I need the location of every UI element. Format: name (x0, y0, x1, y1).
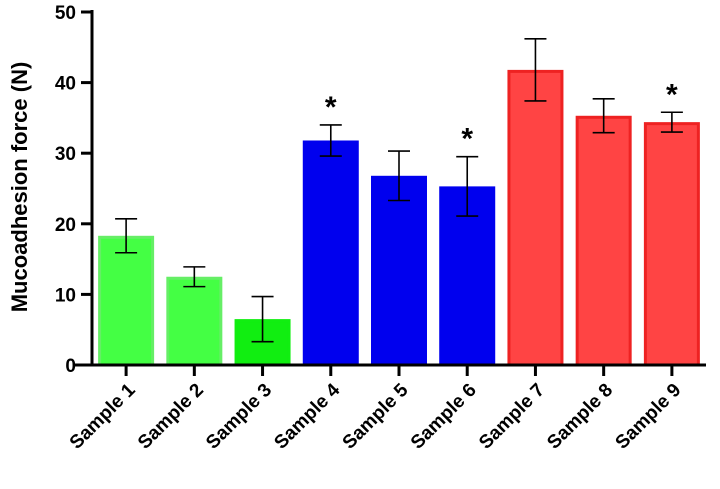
bar (575, 115, 632, 367)
x-tick-label: Sample 1 (66, 379, 140, 453)
significance-marker: * (325, 91, 337, 124)
x-tick-label: Sample 3 (202, 380, 276, 454)
bar (166, 276, 223, 367)
bar (302, 140, 359, 367)
x-tick-label: Sample 2 (134, 380, 208, 454)
y-tick-label: 50 (55, 3, 76, 24)
bar (371, 175, 427, 367)
y-axis-label: Mucoadhesion force (N) (7, 62, 32, 313)
y-axis: 0 10 20 30 40 50 (55, 3, 94, 377)
x-tick-label: Sample 7 (475, 380, 549, 454)
significance-marker: * (666, 78, 678, 111)
y-tick-label: 10 (55, 285, 76, 306)
y-tick-label: 40 (55, 74, 76, 95)
y-tick-label: 20 (55, 215, 76, 236)
bar (507, 69, 564, 367)
x-tick-label: Sample 8 (543, 380, 617, 454)
bar (234, 319, 291, 367)
x-tick-label: Sample 9 (612, 380, 686, 454)
bar (643, 122, 700, 367)
y-tick-label: 30 (55, 144, 76, 165)
bars-group: * * * (98, 38, 700, 367)
bar (98, 235, 155, 367)
x-tick-label: Sample 4 (270, 379, 344, 453)
x-tick-label: Sample 6 (407, 380, 481, 454)
significance-marker: * (461, 123, 473, 156)
y-tick-label: 0 (65, 356, 76, 377)
x-tick-label: Sample 5 (339, 379, 413, 453)
